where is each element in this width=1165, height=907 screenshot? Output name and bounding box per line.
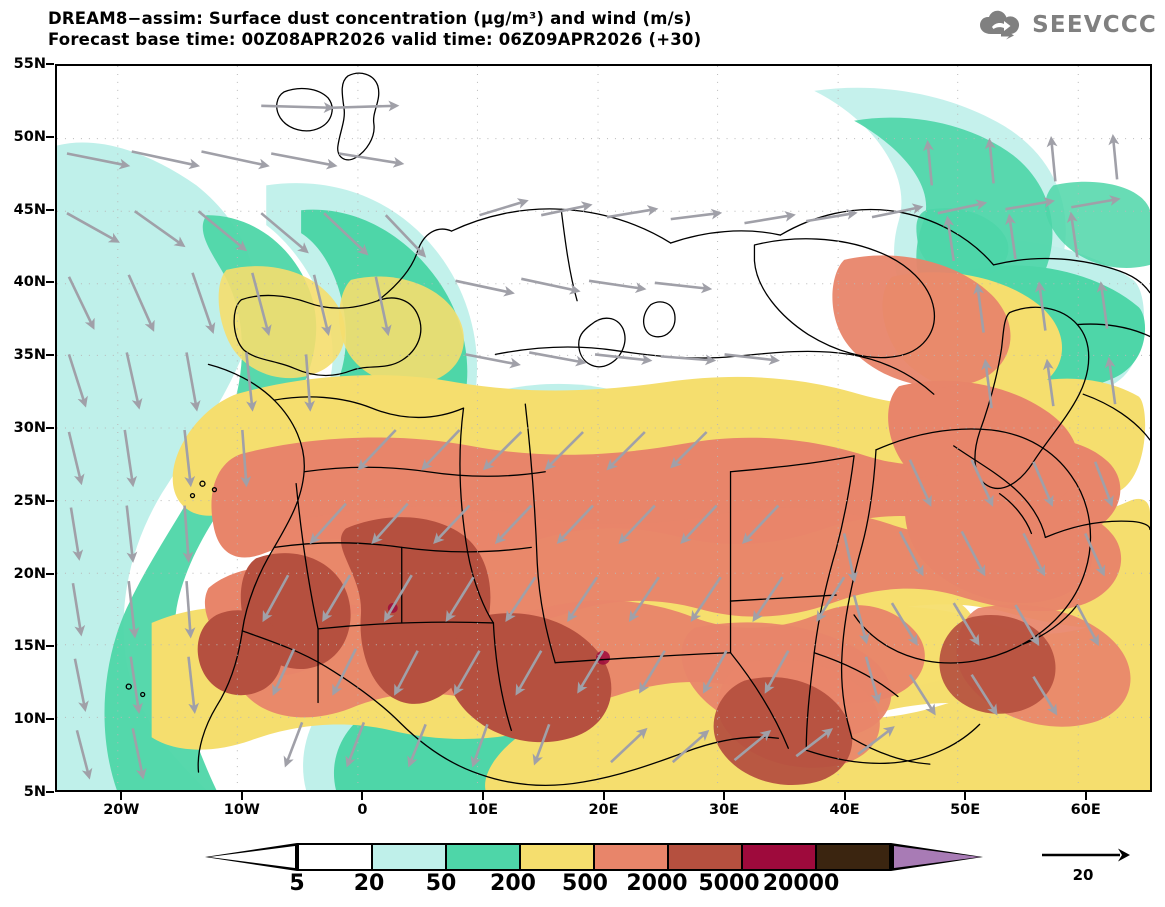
latitude-tick-label: 40N — [13, 274, 46, 291]
colorbar-under-tip — [205, 843, 297, 871]
colorbar-swatch[interactable] — [297, 843, 373, 871]
longitude-tick-mark — [361, 792, 364, 800]
colorbar-swatch[interactable] — [817, 843, 891, 871]
longitude-tick-mark — [1084, 792, 1087, 800]
map-plot-frame[interactable] — [55, 64, 1152, 792]
colorbar-swatch[interactable] — [521, 843, 595, 871]
dust-layer-500 — [197, 517, 1056, 786]
colorbar-over-tip — [891, 843, 983, 871]
logo-text: SEEVCCC — [1032, 12, 1157, 38]
cloud-icon — [980, 10, 1020, 40]
longitude-tick-label: 30E — [709, 802, 740, 818]
wind-scale-value: 20 — [1072, 866, 1094, 884]
colorbar-swatch[interactable] — [595, 843, 669, 871]
latitude-tick-mark — [46, 354, 54, 357]
wind-arrow-icon — [1042, 848, 1130, 862]
longitude-tick-label: 10W — [223, 802, 260, 818]
colorbar-tick-label: 5000 — [698, 871, 760, 896]
latitude-tick-mark — [46, 208, 54, 211]
latitude-tick-mark — [46, 645, 54, 648]
latitude-tick-mark — [46, 135, 54, 138]
longitude-tick-mark — [240, 792, 243, 800]
latitude-tick-mark — [46, 499, 54, 502]
title-block: DREAM8−assim: Surface dust concentration… — [48, 8, 701, 50]
longitude-tick-label: 20W — [103, 802, 140, 818]
latitude-tick-label: 30N — [13, 420, 46, 436]
colorbar[interactable] — [205, 843, 983, 871]
colorbar-tick-label: 200 — [490, 871, 536, 896]
longitude-tick-label: 0 — [357, 802, 368, 818]
longitude-tick-label: 50E — [950, 802, 981, 818]
longitude-tick-label: 20E — [588, 802, 619, 818]
colorbar-swatch[interactable] — [447, 843, 521, 871]
longitude-tick-mark — [843, 792, 846, 800]
latitude-tick-label: 35N — [13, 347, 46, 364]
latitude-tick-label: 20N — [13, 565, 46, 582]
longitude-tick-label: 60E — [1070, 802, 1101, 818]
dust-concentration-map[interactable] — [57, 66, 1150, 790]
longitude-tick-mark — [964, 792, 967, 800]
longitude-tick-label: 10E — [467, 802, 498, 818]
colorbar-swatch[interactable] — [669, 843, 743, 871]
seevccc-logo: SEEVCCC — [979, 10, 1157, 40]
page-title: DREAM8−assim: Surface dust concentration… — [48, 9, 692, 28]
latitude-tick-label: 55N — [13, 56, 46, 72]
latitude-tick-label: 50N — [13, 128, 46, 145]
map-borders — [125, 72, 1150, 786]
wind-scale-reference: 20 — [1040, 846, 1150, 892]
latitude-tick-mark — [46, 427, 54, 429]
colorbar-tick-label: 500 — [562, 871, 608, 896]
colorbar-tick-label: 50 — [425, 871, 457, 896]
colorbar-swatch[interactable] — [743, 843, 817, 871]
colorbar-tick-label: 5 — [289, 871, 305, 896]
colorbar-swatch[interactable] — [373, 843, 447, 871]
colorbar-tick-label: 2000 — [626, 871, 688, 896]
colorbar-tick-label: 20 — [353, 871, 385, 896]
colorbar-tick-label: 20000 — [762, 871, 840, 896]
latitude-tick-mark — [46, 718, 54, 721]
latitude-tick-mark — [46, 281, 54, 284]
forecast-time-line: Forecast base time: 00Z08APR2026 valid t… — [48, 30, 702, 49]
latitude-tick-label: 45N — [13, 201, 46, 218]
header: DREAM8−assim: Surface dust concentration… — [0, 0, 1165, 60]
latitude-tick-label: 15N — [13, 638, 46, 655]
longitude-tick-mark — [481, 792, 484, 800]
latitude-tick-label: 25N — [13, 492, 46, 509]
longitude-tick-mark — [602, 792, 605, 800]
longitude-tick-mark — [120, 792, 123, 800]
latitude-tick-mark — [46, 572, 54, 575]
latitude-tick-mark — [46, 791, 54, 793]
latitude-tick-label: 5N — [23, 784, 46, 800]
latitude-tick-label: 10N — [13, 711, 46, 728]
longitude-tick-label: 40E — [829, 802, 860, 818]
wind-vectors — [66, 100, 1121, 780]
latitude-tick-mark — [46, 63, 54, 65]
longitude-tick-mark — [723, 792, 726, 800]
